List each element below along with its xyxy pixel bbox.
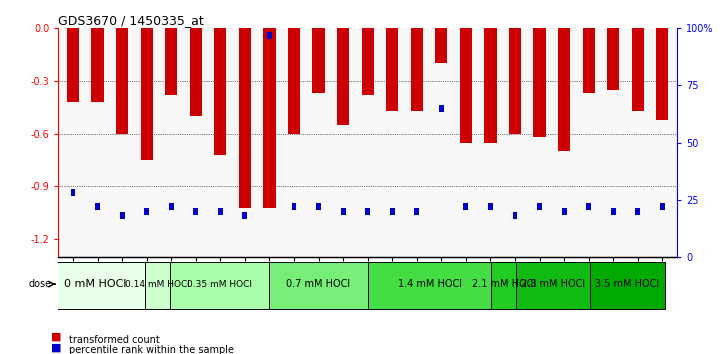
- Bar: [189, 28, 202, 116]
- Text: 1.4 mM HOCl: 1.4 mM HOCl: [397, 279, 462, 289]
- Text: GDS3670 / 1450335_at: GDS3670 / 1450335_at: [58, 14, 204, 27]
- Text: 0.14 mM HOCl: 0.14 mM HOCl: [124, 280, 190, 289]
- Bar: [459, 28, 472, 143]
- Bar: [561, 207, 566, 215]
- Bar: [95, 203, 100, 210]
- Bar: [537, 203, 542, 210]
- Bar: [362, 28, 373, 95]
- Bar: [509, 28, 521, 134]
- Bar: [67, 28, 79, 102]
- Text: percentile rank within the sample: percentile rank within the sample: [69, 346, 234, 354]
- Bar: [169, 203, 174, 210]
- Bar: [435, 28, 448, 63]
- Bar: [611, 207, 616, 215]
- Bar: [607, 28, 620, 90]
- FancyBboxPatch shape: [170, 262, 269, 309]
- Text: 2.1 mM HOCl: 2.1 mM HOCl: [472, 279, 536, 289]
- Bar: [291, 203, 296, 210]
- Text: transformed count: transformed count: [69, 335, 160, 345]
- Bar: [632, 28, 644, 111]
- Bar: [71, 189, 76, 196]
- Bar: [534, 28, 546, 137]
- FancyBboxPatch shape: [269, 262, 368, 309]
- Bar: [264, 28, 276, 207]
- Text: 2.8 mM HOCl: 2.8 mM HOCl: [521, 279, 585, 289]
- Bar: [389, 207, 395, 215]
- Text: ■: ■: [51, 342, 61, 353]
- Text: 0 mM HOCl: 0 mM HOCl: [64, 279, 127, 289]
- Bar: [337, 28, 349, 125]
- Bar: [582, 28, 595, 93]
- Bar: [141, 28, 153, 160]
- Bar: [484, 28, 496, 143]
- Bar: [119, 212, 124, 219]
- Bar: [316, 203, 321, 210]
- Bar: [218, 207, 223, 215]
- FancyBboxPatch shape: [368, 262, 491, 309]
- Bar: [165, 28, 178, 95]
- Bar: [288, 28, 300, 134]
- Text: 0.35 mM HOCl: 0.35 mM HOCl: [186, 280, 252, 289]
- Bar: [414, 207, 419, 215]
- Bar: [214, 28, 226, 155]
- Bar: [636, 207, 640, 215]
- Text: ■: ■: [51, 332, 61, 342]
- FancyBboxPatch shape: [46, 262, 145, 309]
- Bar: [513, 212, 518, 219]
- Bar: [386, 28, 398, 111]
- Bar: [411, 28, 423, 111]
- Bar: [239, 28, 251, 207]
- Text: 0.7 mM HOCl: 0.7 mM HOCl: [286, 279, 350, 289]
- Text: 3.5 mM HOCl: 3.5 mM HOCl: [596, 279, 660, 289]
- Bar: [267, 32, 272, 39]
- Bar: [558, 28, 570, 151]
- Bar: [439, 105, 444, 112]
- Bar: [194, 207, 198, 215]
- Bar: [660, 203, 665, 210]
- FancyBboxPatch shape: [491, 262, 516, 309]
- Bar: [586, 203, 591, 210]
- Text: dose: dose: [29, 279, 52, 289]
- Bar: [92, 28, 103, 102]
- FancyBboxPatch shape: [145, 262, 170, 309]
- Bar: [312, 28, 325, 93]
- Bar: [464, 203, 468, 210]
- Bar: [488, 203, 493, 210]
- FancyBboxPatch shape: [590, 262, 665, 309]
- Bar: [242, 212, 248, 219]
- Bar: [365, 207, 370, 215]
- Bar: [116, 28, 128, 134]
- FancyBboxPatch shape: [516, 262, 590, 309]
- Bar: [144, 207, 149, 215]
- Bar: [341, 207, 346, 215]
- Bar: [656, 28, 668, 120]
